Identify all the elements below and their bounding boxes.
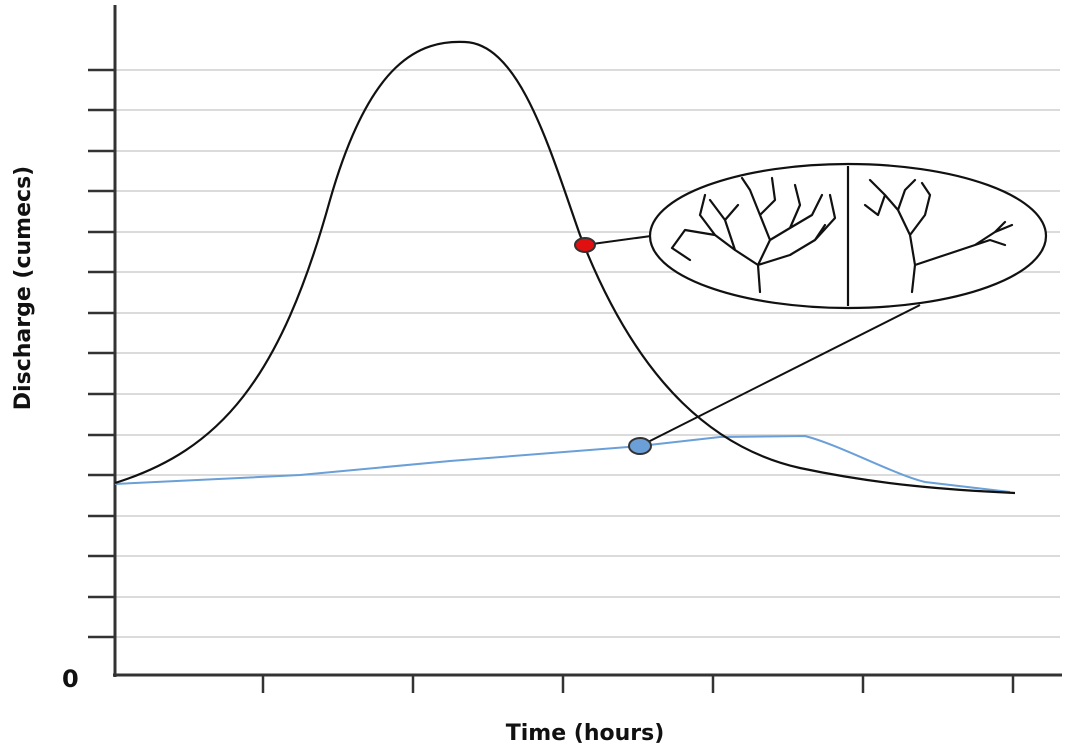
- black-hydrograph: [114, 40, 1016, 495]
- connector: [584, 235, 652, 246]
- blue-hydrograph: [114, 434, 1011, 493]
- origin-label: 0: [62, 665, 79, 693]
- x-axis-label: Time (hours): [506, 721, 665, 746]
- grid: [115, 69, 1060, 638]
- x-ticks: [261, 675, 1015, 693]
- connector: [639, 304, 921, 447]
- y-axis-label: Discharge (cumecs): [11, 166, 36, 410]
- blue-marker: [628, 437, 652, 455]
- y-ticks: [88, 68, 115, 639]
- red-marker: [574, 237, 596, 253]
- drainage-inset: [648, 162, 1048, 310]
